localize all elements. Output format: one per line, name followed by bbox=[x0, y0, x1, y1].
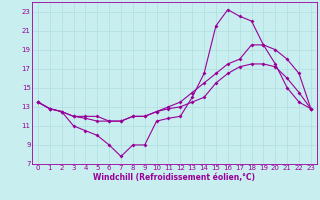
X-axis label: Windchill (Refroidissement éolien,°C): Windchill (Refroidissement éolien,°C) bbox=[93, 173, 255, 182]
